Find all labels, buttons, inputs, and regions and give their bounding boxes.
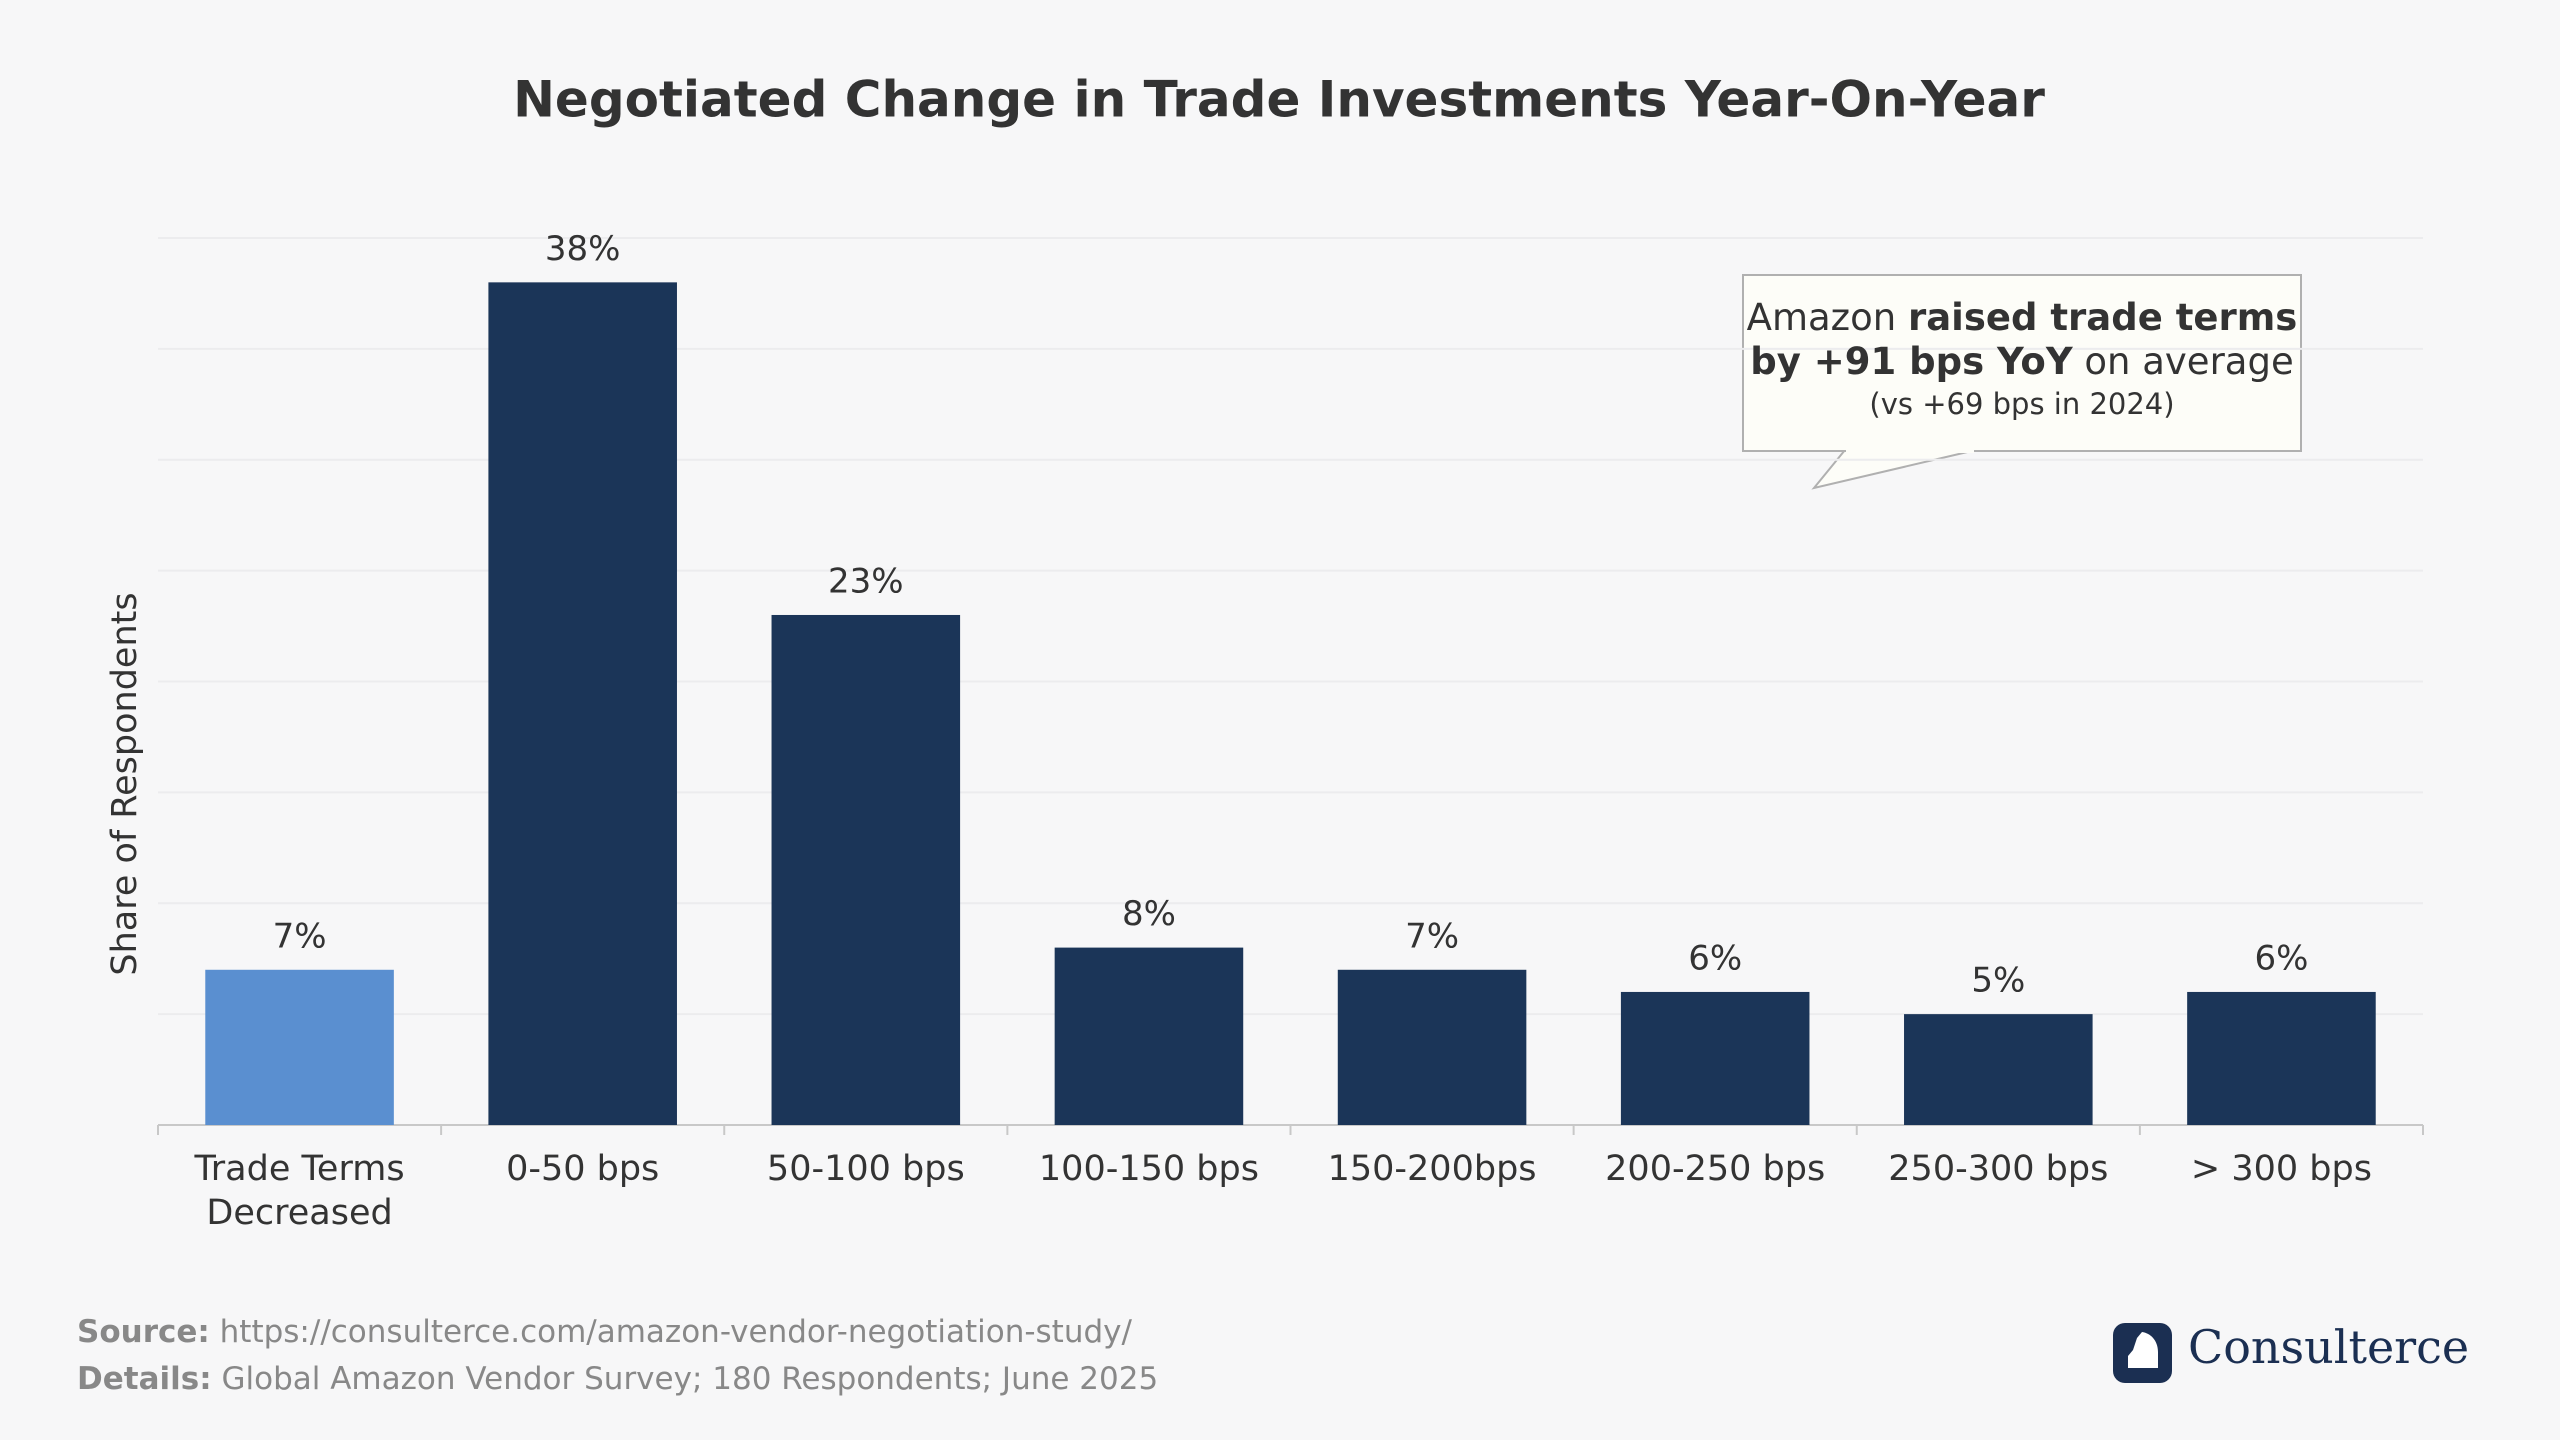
bar: [771, 614, 961, 1125]
x-tick-label: 0-50 bps: [506, 1149, 660, 1189]
brand-icon-glyph: [2128, 1332, 2158, 1368]
bar: [488, 282, 677, 1126]
value-label: 5%: [1971, 961, 2025, 1001]
x-tick-label: > 300 bps: [2190, 1149, 2372, 1189]
x-tick-label: 100-150 bps: [1038, 1149, 1259, 1189]
value-label: 7%: [1405, 916, 1459, 956]
bar: [2187, 991, 2376, 1125]
annotation: Amazon raised trade terms by +91 bps YoY…: [1744, 276, 2300, 450]
bar: [1904, 1014, 2093, 1125]
value-label: 38%: [545, 229, 621, 269]
brand-name: Consulterce: [2188, 1320, 2470, 1374]
callout-pointer: [1811, 449, 1977, 490]
source-line: Source: https://consulterce.com/amazon-v…: [77, 1314, 1132, 1350]
x-tick-label: 200-250 bps: [1605, 1149, 1826, 1189]
value-label: 6%: [1688, 938, 1742, 978]
chart-title: Negotiated Change in Trade Investments Y…: [513, 71, 2045, 129]
details-text: Global Amazon Vendor Survey; 180 Respond…: [221, 1361, 1159, 1397]
x-tick-label: 50-100 bps: [766, 1149, 965, 1189]
x-tick-label: Trade Terms Decreased: [194, 1149, 405, 1233]
annotation-note: (vs +69 bps in 2024): [1869, 387, 2175, 421]
bar: [205, 969, 394, 1125]
value-label: 8%: [1122, 894, 1176, 934]
bar: [1337, 969, 1527, 1125]
callout-joint: [1846, 448, 1974, 453]
value-label: 23%: [828, 561, 904, 601]
value-label: 6%: [2254, 938, 2308, 978]
details-line: Details: Global Amazon Vendor Survey; 18…: [77, 1361, 1158, 1397]
annotation-text: Amazon: [1746, 296, 1897, 339]
annotation-text: on average: [2084, 340, 2294, 383]
annotation-bold: raised trade terms by +91 bps YoY: [1750, 296, 2298, 383]
x-tick-label: 250-300 bps: [1888, 1149, 2109, 1189]
y-axis-label: Share of Respondents: [105, 592, 145, 975]
bar: [1620, 991, 1810, 1125]
details-label: Details:: [77, 1361, 212, 1397]
callout-box: [1742, 274, 2302, 452]
value-label: 7%: [273, 916, 327, 956]
x-tick-label: 150-200bps: [1327, 1149, 1537, 1189]
source-label: Source:: [77, 1314, 210, 1350]
bar: [1054, 947, 1244, 1125]
source-url: https://consulterce.com/amazon-vendor-ne…: [219, 1314, 1132, 1350]
